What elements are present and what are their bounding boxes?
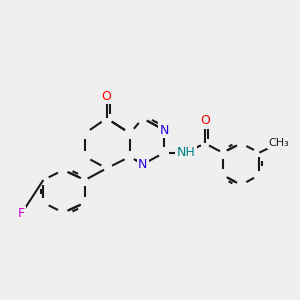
Text: N: N: [160, 124, 169, 136]
Text: O: O: [102, 90, 112, 103]
Text: NH: NH: [177, 146, 195, 159]
Text: F: F: [18, 207, 25, 220]
Text: CH₃: CH₃: [268, 138, 289, 148]
Text: N: N: [138, 158, 147, 171]
Text: O: O: [200, 115, 210, 128]
